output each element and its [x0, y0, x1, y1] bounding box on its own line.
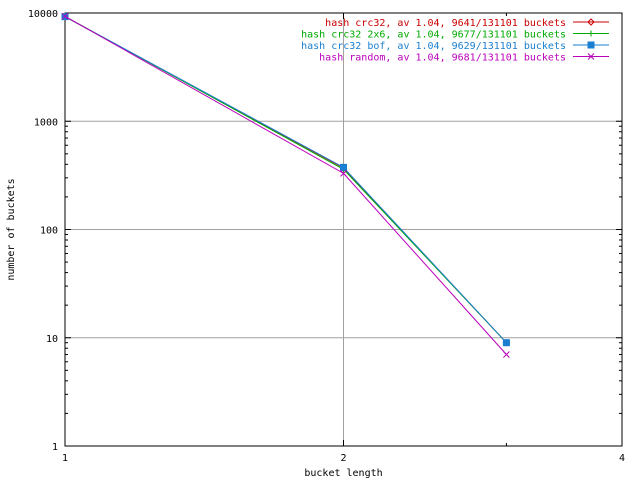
data-point-marker	[587, 53, 595, 60]
data-point-marker	[340, 163, 347, 171]
legend-entry: hash crc32 bof, av 1.04, 9629/131101 buc…	[301, 41, 609, 52]
data-point-marker	[587, 18, 595, 26]
axis-ticks: 1 2 4 1 10 100 1000 10000	[28, 9, 625, 464]
legend-entry: hash crc32 2x6, av 1.04, 9677/131101 buc…	[301, 30, 609, 41]
legend-entry: hash random, av 1.04, 9681/131101 bucket…	[319, 53, 609, 64]
data-point-marker	[502, 339, 510, 347]
y-tick-label: 10	[46, 334, 58, 345]
x-tick-label: 2	[340, 453, 346, 464]
data-point-marker	[503, 351, 510, 358]
legend-entry-label: hash crc32 bof, av 1.04, 9629/131101 buc…	[301, 41, 566, 52]
legend-entry-label: hash crc32, av 1.04, 9641/131101 buckets	[325, 18, 566, 29]
x-tick-label: 4	[619, 453, 625, 464]
data-point-marker	[340, 170, 347, 177]
y-tick-label: 1000	[34, 117, 58, 128]
y-tick-label: 100	[40, 226, 58, 237]
series-4	[61, 12, 510, 358]
y-axis-label: number of buckets	[6, 178, 17, 280]
legend-entry-label: hash random, av 1.04, 9681/131101 bucket…	[319, 53, 566, 64]
grid-lines	[65, 13, 622, 446]
x-axis-label: bucket length	[304, 468, 382, 479]
x-tick-label: 1	[62, 453, 68, 464]
data-point-marker	[588, 30, 594, 37]
legend: hash crc32, av 1.04, 9641/131101 buckets…	[301, 18, 609, 64]
legend-entry-label: hash crc32 2x6, av 1.04, 9677/131101 buc…	[301, 30, 566, 41]
data-point-marker	[587, 41, 595, 49]
legend-entry: hash crc32, av 1.04, 9641/131101 buckets	[325, 18, 609, 29]
data-point-marker	[61, 12, 69, 20]
series-lines	[61, 12, 511, 358]
y-tick-label: 10000	[28, 9, 58, 20]
y-tick-label: 1	[52, 442, 58, 453]
